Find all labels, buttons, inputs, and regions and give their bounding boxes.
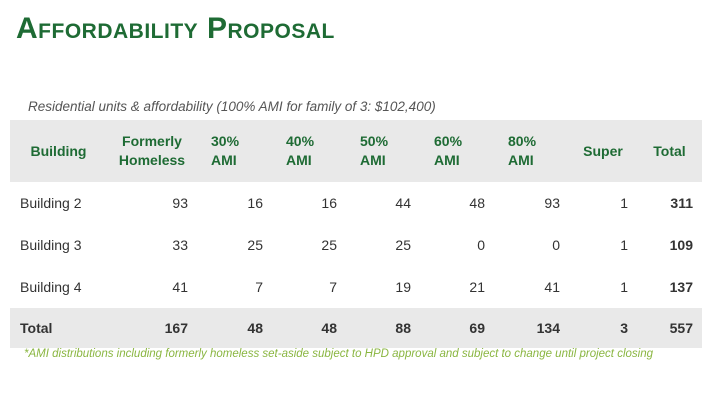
cell-total: 137	[669, 279, 693, 295]
cell-building: Building 3	[20, 237, 82, 253]
cell-super: 1	[620, 279, 628, 295]
col-header-50-ami: 50% AMI	[360, 133, 389, 168]
cell-30-ami: 25	[247, 237, 263, 253]
cell-80-ami: 93	[544, 195, 560, 211]
cell-50-ami: 44	[395, 195, 411, 211]
col-header-formerly-homeless: Formerly Homeless	[118, 133, 186, 168]
footnote: *AMI distributions including formerly ho…	[24, 348, 653, 360]
cell-40-ami: 25	[321, 237, 337, 253]
affordability-table: Building Formerly Homeless 30% AMI 40% A…	[10, 120, 702, 348]
cell-super: 1	[620, 195, 628, 211]
page-title: Affordability Proposal	[16, 12, 335, 45]
cell-60-ami: 0	[477, 237, 485, 253]
col-header-40-ami: 40% AMI	[286, 133, 315, 168]
cell-40-ami: 16	[321, 195, 337, 211]
table-row: Building 2 93 16 16 44 48 93 1 311	[10, 182, 702, 224]
cell-super: 1	[620, 237, 628, 253]
total-formerly-homeless: 167	[164, 320, 188, 336]
col-header-total: Total	[653, 142, 686, 159]
cell-80-ami: 41	[544, 279, 560, 295]
table-header-row: Building Formerly Homeless 30% AMI 40% A…	[10, 120, 702, 182]
table-caption: Residential units & affordability (100% …	[28, 99, 436, 114]
cell-30-ami: 7	[255, 279, 263, 295]
table-row: Building 4 41 7 7 19 21 41 1 137	[10, 266, 702, 308]
total-40-ami: 48	[321, 320, 337, 336]
col-header-super: Super	[583, 142, 623, 159]
cell-60-ami: 48	[469, 195, 485, 211]
totals-row: Total 167 48 48 88 69 134 3 557	[10, 308, 702, 348]
table-row: Building 3 33 25 25 25 0 0 1 109	[10, 224, 702, 266]
cell-30-ami: 16	[247, 195, 263, 211]
cell-formerly-homeless: 93	[172, 195, 188, 211]
col-header-60-ami: 60% AMI	[434, 133, 463, 168]
cell-formerly-homeless: 41	[172, 279, 188, 295]
totals-label: Total	[20, 320, 53, 336]
cell-80-ami: 0	[552, 237, 560, 253]
cell-total: 311	[670, 195, 693, 211]
cell-50-ami: 19	[395, 279, 411, 295]
cell-building: Building 2	[20, 195, 82, 211]
cell-60-ami: 21	[469, 279, 485, 295]
cell-building: Building 4	[20, 279, 82, 295]
cell-50-ami: 25	[395, 237, 411, 253]
col-header-80-ami: 80% AMI	[508, 133, 537, 168]
col-header-30-ami: 30% AMI	[211, 133, 240, 168]
total-80-ami: 134	[536, 320, 560, 336]
cell-total: 109	[669, 237, 693, 253]
total-30-ami: 48	[247, 320, 263, 336]
col-header-building: Building	[30, 142, 87, 159]
total-50-ami: 88	[395, 320, 411, 336]
total-super: 3	[620, 320, 628, 336]
cell-formerly-homeless: 33	[172, 237, 188, 253]
grand-total: 557	[669, 320, 693, 336]
total-60-ami: 69	[469, 320, 485, 336]
cell-40-ami: 7	[329, 279, 337, 295]
